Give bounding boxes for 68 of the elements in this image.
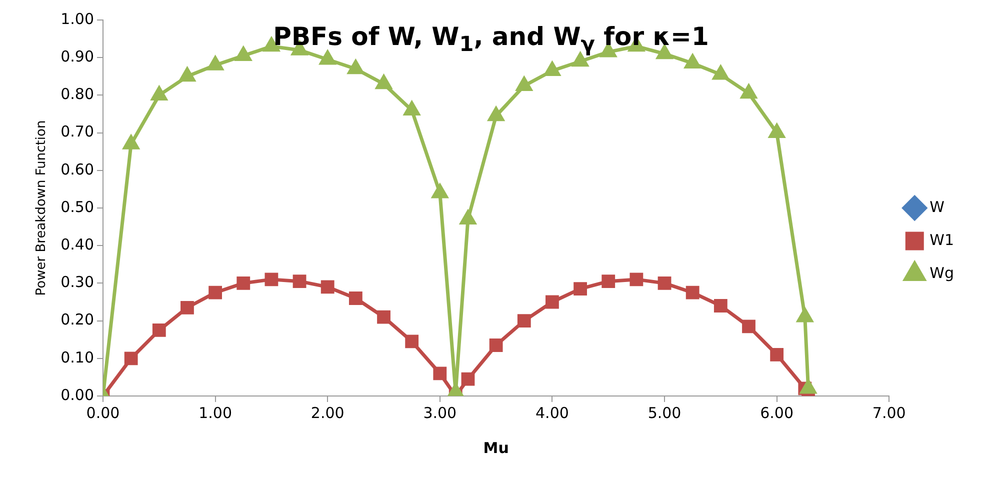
x-tick-label: 3.00 [423,404,457,422]
point [152,324,166,337]
point [770,348,784,362]
point [179,68,196,82]
point [180,300,194,314]
x-axis-title: Mu [483,438,509,457]
point [656,45,672,60]
y-tick-label: 1.00 [60,10,94,28]
point [405,334,419,348]
point [461,372,475,386]
point [124,352,138,366]
y-tick-label: 0.90 [60,47,94,66]
x-tick-label: 6.00 [760,404,794,422]
point [658,276,672,290]
x-tick-label: 7.00 [872,404,906,422]
point [489,338,503,352]
y-tick-label: 0.70 [60,122,94,141]
point [376,75,392,90]
point [208,286,222,300]
point [517,314,531,328]
point [236,46,252,61]
y-tick-label: 0.20 [60,310,94,329]
point [151,86,167,100]
point [433,366,447,380]
x-tick-label: 5.00 [648,404,682,422]
point [292,274,306,288]
legend-label: W [930,198,945,216]
legend-label: W1 [930,230,954,249]
point [769,124,785,138]
x-tick-label: 4.00 [536,404,569,422]
x-tick-label: 0.00 [86,404,120,422]
point [320,50,336,65]
point [574,282,587,296]
y-tick-label: 0.00 [60,386,94,404]
y-tick-label: 0.30 [60,273,94,292]
y-tick-label: 0.10 [60,348,94,366]
y-tick-label: 0.80 [60,85,94,104]
point [432,184,448,198]
y-tick-label: 0.40 [60,235,94,254]
point [404,101,420,116]
point [684,54,700,68]
y-axis-title: Power Breakdown Function [34,120,50,296]
point [488,107,504,122]
point [546,295,559,309]
point [602,274,616,288]
point [264,272,278,286]
legend-label: Wg [930,264,954,282]
point [516,77,532,92]
point [544,62,560,76]
point [320,280,334,294]
x-tick-label: 2.00 [310,404,344,422]
y-tick-label: 0.60 [60,160,94,178]
point [686,286,700,300]
point [207,56,224,70]
point [742,320,756,334]
point [348,60,364,74]
chart-title: PBFs of W, W$_{1}$, and W$_{γ}$ for κ=1 [272,22,710,56]
x-tick-label: 1.00 [198,404,232,422]
point [460,210,476,225]
point [714,299,728,312]
point [236,276,250,290]
point [740,84,757,99]
point [123,135,139,150]
point [630,272,644,286]
point [377,310,390,324]
y-tick-label: 0.50 [60,198,94,216]
point [348,292,362,305]
point [712,66,728,80]
